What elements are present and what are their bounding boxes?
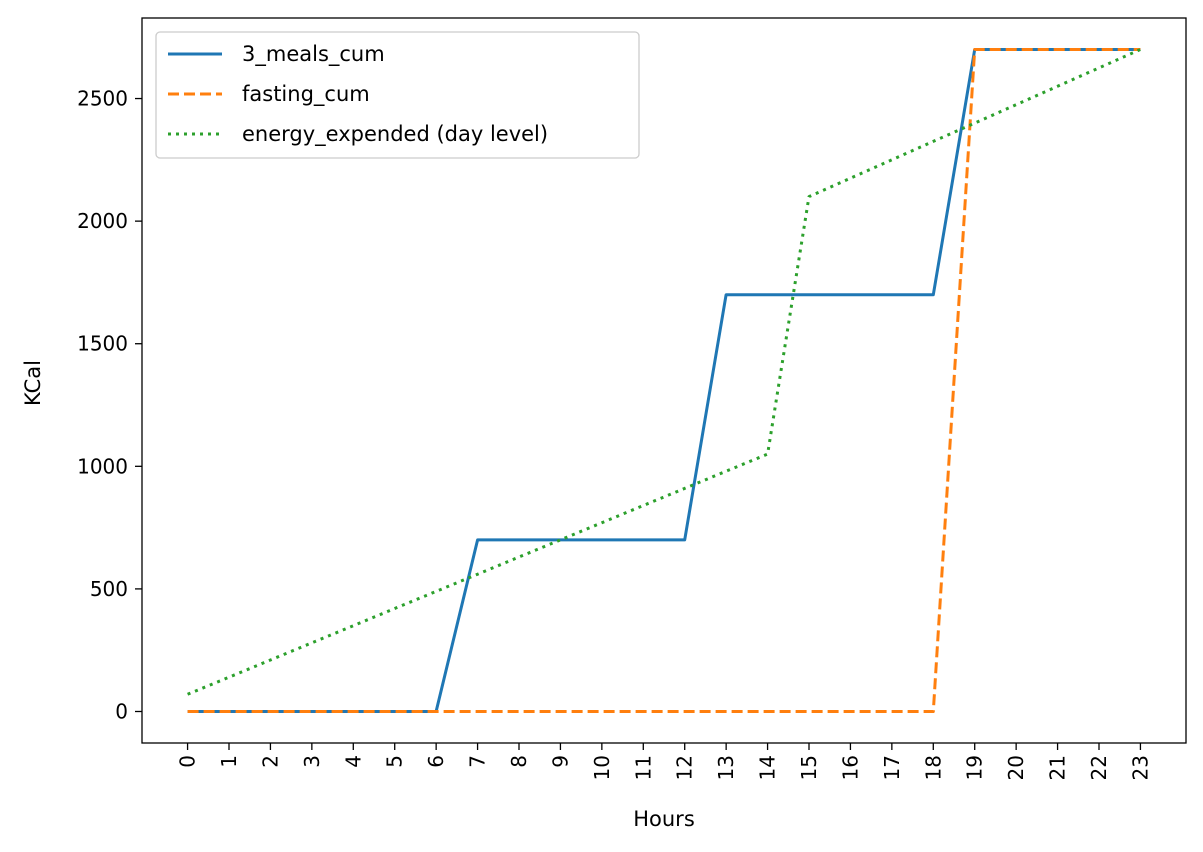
legend-label-energy-expended: energy_expended (day level) [242, 122, 548, 147]
x-tick-label: 16 [838, 755, 862, 780]
y-tick-label: 500 [90, 577, 128, 601]
x-axis-label: Hours [633, 807, 695, 831]
y-tick-label: 2500 [77, 87, 128, 111]
x-tick-label: 12 [673, 755, 697, 780]
x-tick-label: 3 [300, 755, 324, 768]
axes-frame [141, 17, 1187, 744]
x-tick-label: 21 [1046, 755, 1070, 780]
x-tick-label: 4 [341, 755, 365, 768]
x-tick-label: 20 [1004, 755, 1028, 780]
x-tick-label: 7 [466, 755, 490, 768]
y-tick-label: 1500 [77, 332, 128, 356]
x-tick-label: 17 [880, 755, 904, 780]
ticks: 0 1 2 3 4 5 6 7 8 9 10 11 12 13 14 15 16 17 18 19 20 21 22 2305… [77, 87, 1152, 781]
x-tick-label: 23 [1128, 755, 1152, 780]
plot-lines [187, 48, 1142, 713]
y-tick-label: 1000 [77, 454, 128, 478]
x-tick-label: 14 [756, 755, 780, 780]
series-line-fasting-cum [187, 48, 1141, 713]
x-tick-label: 6 [424, 755, 448, 768]
legend-label-fasting-cum: fasting_cum [242, 82, 370, 107]
x-tick-label: 19 [963, 755, 987, 780]
legend-label-3-meals-cum: 3_meals_cum [242, 42, 385, 67]
x-tick-label: 5 [383, 755, 407, 768]
x-tick-label: 1 [217, 755, 241, 768]
x-tick-label: 8 [507, 755, 531, 768]
x-tick-label: 11 [631, 755, 655, 780]
legend: 3_meals_cum fasting_cum energy_expended … [155, 31, 640, 159]
legend-box [155, 31, 640, 159]
x-tick-label: 13 [714, 755, 738, 780]
x-tick-label: 9 [548, 755, 572, 768]
y-tick-label: 2000 [77, 209, 128, 233]
x-tick-label: 10 [590, 755, 614, 780]
x-tick-label: 15 [797, 755, 821, 780]
x-tick-label: 18 [921, 755, 945, 780]
x-tick-label: 2 [258, 755, 282, 768]
y-tick-label: 0 [115, 699, 128, 723]
x-tick-label: 0 [176, 755, 200, 768]
x-tick-label: 22 [1087, 755, 1111, 780]
y-axis-label: KCal [21, 360, 45, 406]
